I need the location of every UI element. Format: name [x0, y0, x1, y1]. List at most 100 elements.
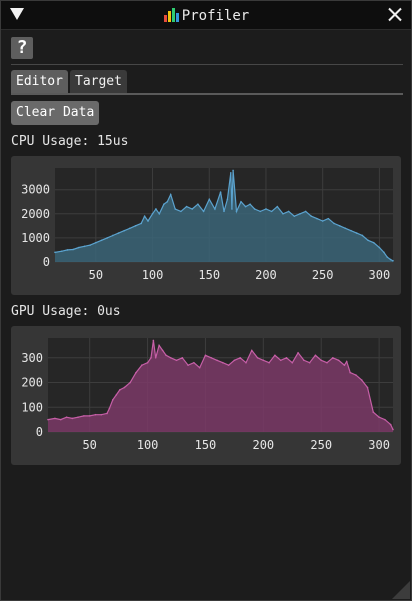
data-point	[197, 203, 199, 205]
x-tick-label: 200	[252, 438, 274, 452]
data-point	[350, 229, 352, 232]
data-point	[383, 251, 385, 254]
data-point	[210, 356, 213, 359]
data-point	[327, 217, 330, 220]
data-point	[187, 364, 189, 367]
data-point	[233, 359, 236, 362]
data-point	[78, 246, 80, 249]
data-point	[326, 361, 328, 364]
data-point	[344, 227, 347, 230]
data-point	[372, 411, 375, 414]
data-point	[235, 210, 238, 213]
help-button[interactable]: ?	[11, 37, 33, 59]
data-point	[304, 210, 307, 213]
data-point	[123, 386, 126, 389]
data-point	[262, 359, 265, 362]
data-point	[303, 359, 305, 362]
data-point	[227, 364, 230, 367]
x-tick-label: 50	[82, 438, 96, 452]
data-point	[198, 366, 201, 369]
data-point	[222, 361, 224, 364]
gpu-plot-panel[interactable]: 0 100 200 300 50 100 150 200 250 300	[11, 326, 401, 465]
data-point	[355, 374, 357, 376]
data-point	[106, 412, 108, 415]
data-point	[95, 241, 97, 244]
y-tick-label: 0	[36, 425, 43, 439]
data-point	[83, 245, 86, 248]
data-point	[337, 359, 340, 362]
cpu-plot-panel[interactable]: 0 1000 2000 3000 50 100 150 200 250 300	[11, 156, 401, 295]
data-point	[310, 215, 313, 218]
data-point	[115, 394, 118, 396]
data-point	[244, 205, 247, 208]
tab-target[interactable]: Target	[70, 70, 127, 93]
data-point	[106, 237, 108, 239]
y-tick-label: 1000	[21, 231, 50, 245]
data-point	[216, 359, 218, 362]
resize-grip[interactable]	[392, 581, 410, 599]
data-point	[338, 225, 341, 227]
x-tick-label: 300	[368, 438, 390, 452]
cpu-usage-chart[interactable]: 0 1000 2000 3000 50 100 150 200 250 300	[11, 156, 401, 295]
data-point	[378, 416, 380, 418]
data-point	[169, 193, 172, 196]
data-point	[72, 248, 74, 251]
data-point	[129, 381, 131, 384]
data-point	[47, 418, 49, 421]
x-tick-label: 150	[198, 268, 220, 282]
tab-bar-underline	[11, 93, 403, 95]
x-tick-label: 200	[255, 268, 277, 282]
data-point	[71, 417, 74, 420]
series-area	[48, 340, 393, 432]
x-tick-label: 250	[312, 268, 334, 282]
data-point	[366, 386, 369, 389]
data-point	[389, 423, 392, 426]
data-point	[208, 198, 211, 201]
y-tick-label: 2000	[21, 207, 50, 221]
data-point	[249, 203, 251, 205]
close-icon[interactable]	[388, 7, 402, 21]
data-point	[88, 415, 91, 417]
tab-editor[interactable]: Editor	[11, 70, 68, 93]
clear-data-button[interactable]: Clear Data	[11, 101, 100, 125]
data-point	[285, 356, 288, 359]
data-point	[54, 417, 56, 420]
data-point	[214, 208, 216, 210]
window-title: Profiler	[1, 6, 411, 24]
title-bar[interactable]: Profiler	[1, 1, 411, 30]
data-point	[147, 220, 149, 222]
data-point	[232, 169, 234, 172]
data-point	[282, 212, 284, 215]
data-point	[118, 389, 121, 391]
data-point	[314, 354, 317, 357]
x-tick-label: 50	[89, 268, 103, 282]
data-point	[191, 208, 194, 210]
y-tick-label: 300	[21, 351, 43, 365]
y-tick-label: 200	[21, 376, 43, 390]
data-point	[54, 251, 56, 254]
data-point	[154, 356, 157, 359]
data-point	[223, 210, 225, 213]
x-tick-label: 300	[369, 268, 391, 282]
data-point	[181, 356, 184, 359]
data-point	[265, 208, 267, 210]
collapse-icon[interactable]	[10, 8, 24, 20]
data-point	[230, 172, 232, 174]
data-point	[163, 203, 165, 205]
separator	[11, 64, 403, 65]
data-point	[89, 244, 91, 246]
y-tick-label: 0	[43, 255, 50, 269]
data-point	[140, 222, 143, 225]
gpu-usage-chart[interactable]: 0 100 200 300 50 100 150 200 250 300	[11, 326, 401, 465]
data-point	[151, 212, 154, 215]
data-point	[386, 256, 389, 258]
gpu-usage-label: GPU Usage: 0us	[11, 304, 121, 319]
data-point	[219, 191, 222, 193]
data-point	[274, 354, 276, 357]
window-title-text: Profiler	[181, 8, 250, 24]
data-point	[343, 364, 346, 367]
data-point	[100, 413, 103, 416]
data-point	[316, 217, 318, 220]
data-point	[392, 259, 394, 262]
